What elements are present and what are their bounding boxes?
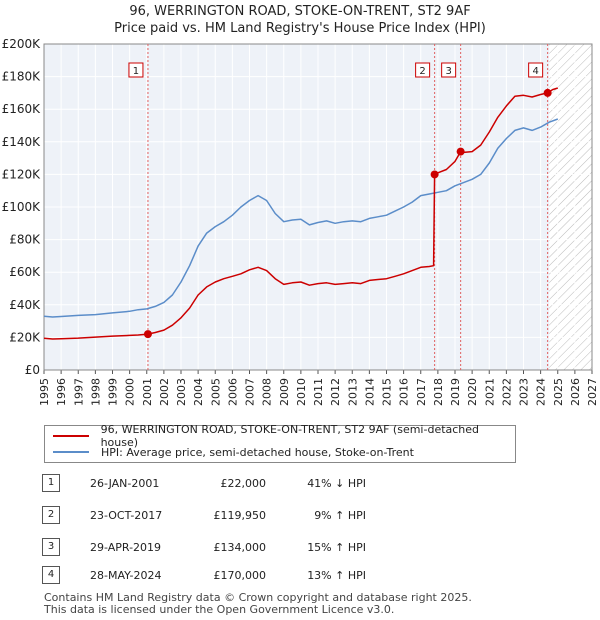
x-tick-label: 2016 [398,378,411,406]
x-tick-label: 2003 [175,378,188,406]
transaction-date: 26-JAN-2001 [90,477,160,490]
x-tick-label: 2020 [466,378,479,406]
x-tick-label: 2014 [363,378,376,406]
transaction-row: 1 26-JAN-2001 £22,000 41% ↓ HPI [40,474,400,494]
x-tick-label: 2017 [415,378,428,406]
y-tick-label: £140K [2,135,42,149]
x-tick-label: 2000 [124,378,137,406]
transaction-hpi: 13% ↑ HPI [307,569,366,582]
transaction-price: £22,000 [220,477,267,490]
chart-title: 96, WERRINGTON ROAD, STOKE-ON-TRENT, ST2… [129,4,471,19]
x-tick-label: 2026 [569,378,582,406]
price-chart: £0 £20K £40K £60K £80K £100K £120K £140K £160K £1… [2,37,599,406]
x-tick-label: 2008 [261,378,274,406]
transaction-hpi: 41% ↓ HPI [307,477,366,490]
x-tick-label: 2019 [449,378,462,406]
transaction-hpi: 9% ↑ HPI [314,509,366,522]
x-tick-label: 2027 [586,378,599,406]
annotation-box [415,62,431,78]
transaction-row: 2 23-OCT-2017 £119,950 9% ↑ HPI [40,506,400,526]
transaction-number: 2 [42,506,60,524]
annotation-box [128,62,144,78]
x-tick-label: 2002 [158,378,171,406]
x-tick-label: 2011 [312,378,325,406]
transaction-row: 3 29-APR-2019 £134,000 15% ↑ HPI [40,538,400,558]
x-tick-label: 2013 [346,378,359,406]
legend-item-hpi: HPI: Average price, semi-detached house,… [53,444,414,460]
transaction-number: 3 [42,538,60,556]
annotation-box [441,62,457,78]
hpi-line [43,118,559,318]
transaction-hpi: 15% ↑ HPI [307,541,366,554]
footer-license: This data is licensed under the Open Gov… [44,603,395,616]
x-tick-label: 1999 [107,378,120,406]
price-paid-line [43,87,559,340]
transaction-date: 23-OCT-2017 [90,509,163,522]
transaction-number: 4 [42,566,60,584]
annotation-label: 3 [445,66,451,77]
transaction-number: 1 [42,474,60,492]
y-tick-label: £120K [2,167,42,181]
plot-frame [43,43,593,371]
transaction-price: £170,000 [213,569,267,582]
x-tick-label: 2006 [226,378,239,406]
transaction-price: £134,000 [213,541,267,554]
x-tick-label: 2007 [244,378,257,406]
annotation-label: 4 [532,66,538,77]
transaction-row: 4 28-MAY-2024 £170,000 13% ↑ HPI [40,566,400,586]
x-tick-label: 1997 [72,378,85,406]
x-tick-label: 2001 [141,378,154,406]
transaction-date: 29-APR-2019 [90,541,162,554]
x-tick-label: 1996 [55,378,68,406]
legend-label-hpi: HPI: Average price, semi-detached house,… [101,445,414,459]
y-tick-label: £40K [9,298,41,312]
x-tick-label: 2012 [329,378,342,406]
sale-point [456,147,465,156]
legend-swatch-hpi [53,451,89,453]
y-tick-label: £180K [2,70,42,84]
x-tick-label: 2015 [381,378,394,406]
x-tick-label: 2010 [295,378,308,406]
y-tick-label: £200K [2,37,42,51]
legend-label-price-paid: 96, WERRINGTON ROAD, STOKE-ON-TRENT, ST2… [100,423,480,449]
y-tick-label: £60K [9,265,41,279]
sale-point [430,170,439,179]
chart-subtitle: Price paid vs. HM Land Registry's House … [114,21,486,36]
x-tick-label: 2022 [500,378,513,406]
x-tick-label: 2005 [209,378,222,406]
x-tick-label: 2024 [535,378,548,406]
footer-copyright: Contains HM Land Registry data © Crown c… [44,591,472,604]
x-tick-label: 1995 [38,378,51,406]
y-tick-label: £20K [9,330,41,344]
transaction-price: £119,950 [213,509,267,522]
x-tick-label: 2025 [552,378,565,406]
x-tick-label: 2009 [278,378,291,406]
x-tick-label: 2018 [432,378,445,406]
y-tick-label: £160K [2,102,42,116]
x-tick-label: 1998 [89,378,102,406]
annotation-label: 2 [419,66,425,77]
x-tick-label: 2021 [483,378,496,406]
x-tick-label: 2004 [192,378,205,406]
y-tick-label: £0 [25,363,40,377]
sale-point [143,330,152,339]
legend-swatch-price-paid [53,435,89,437]
legend-item-price-paid: 96, WERRINGTON ROAD, STOKE-ON-TRENT, ST2… [53,423,515,449]
annotation-box [528,62,544,78]
y-tick-label: £100K [2,200,42,214]
sale-point [543,88,552,97]
chart-legend: 96, WERRINGTON ROAD, STOKE-ON-TRENT, ST2… [44,423,516,463]
transaction-date: 28-MAY-2024 [90,569,162,582]
y-tick-label: £80K [9,233,41,247]
annotation-label: 1 [133,66,139,77]
x-tick-label: 2023 [518,378,531,406]
